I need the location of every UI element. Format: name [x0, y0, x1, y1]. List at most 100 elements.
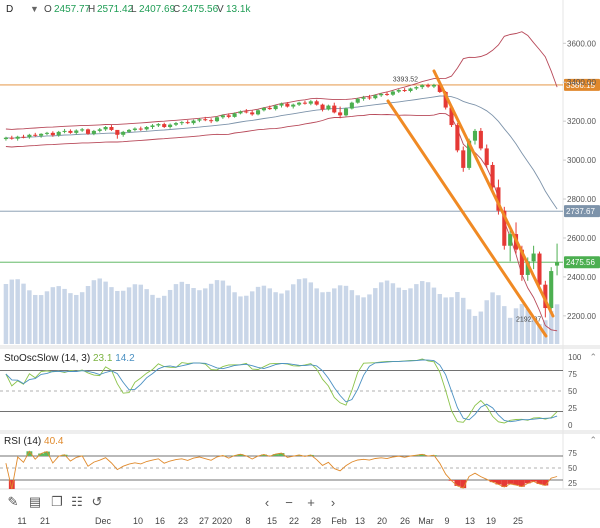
volume-bar [490, 292, 495, 344]
open-value: 2457.77 [54, 4, 91, 15]
candle-body [15, 136, 20, 139]
candle-body [156, 124, 161, 126]
channel-lower-line [386, 99, 548, 338]
candle-body [402, 90, 407, 92]
volume-bar [33, 294, 38, 344]
time-axis: 11 21 Dec 10 16 23 27 2020 8 15 22 28 Feb 13 20 26 Mar 9 1… [0, 514, 600, 528]
reset-icon[interactable]: ↺ [91, 494, 103, 509]
stoch-legend[interactable]: StoOscSlow (14, 3) 23.1 14.2 [4, 353, 135, 364]
volume-label: V [217, 4, 224, 15]
chevron-up-icon[interactable]: ⌃ [589, 352, 597, 362]
time-axis-label: 8 [245, 516, 251, 526]
candle-body [361, 97, 366, 99]
volume-bar [244, 295, 249, 344]
candle-body [549, 271, 554, 309]
stoch-tick-label: 0 [568, 421, 573, 430]
volume-bar [56, 286, 61, 344]
volume-bar [314, 288, 319, 344]
time-axis-label: 27 [198, 516, 210, 526]
candle-body [138, 128, 143, 130]
open-label: O [44, 4, 52, 15]
volume-bar [74, 294, 79, 344]
volume-bar [543, 320, 548, 344]
candle-body [39, 133, 44, 136]
bollinger-bands [5, 31, 558, 332]
candle-body [9, 137, 14, 139]
time-axis-label: 22 [288, 516, 300, 526]
volume-bar [513, 308, 519, 344]
candle-body [220, 115, 225, 118]
volume-bar [120, 290, 126, 344]
volume-bar [68, 293, 73, 344]
volume-bar [502, 306, 507, 344]
price-tick-label: 3000.00 [567, 156, 596, 165]
candle-body [103, 127, 108, 130]
volume-bar [15, 279, 20, 344]
trend-channel[interactable] [386, 69, 555, 338]
candle-body [472, 130, 478, 141]
volume-bar [337, 285, 343, 344]
zoom-out-button[interactable]: − [285, 494, 293, 510]
candle-body [478, 130, 483, 149]
horizontal-levels[interactable]: 3386.15 2737.67 2475.56 [0, 78, 600, 269]
volume-bar [302, 278, 308, 344]
volume-bar [425, 282, 431, 344]
rsi-legend[interactable]: RSI (14) 40.4 [4, 436, 63, 447]
scroll-right-button[interactable]: › [330, 494, 336, 510]
candle-body [168, 124, 173, 128]
stochastic-panel: 100 75 50 25 0 [0, 353, 582, 430]
volume-bar [343, 285, 349, 344]
volume-bar [290, 284, 296, 344]
candle-body [144, 127, 149, 130]
volume-bar [214, 280, 220, 344]
ohlc-header: D ▼ O 2457.77 H 2571.42 L 2407.69 C 2475… [0, 0, 600, 18]
volume-bars [3, 278, 560, 344]
candle-body [191, 120, 196, 124]
settings-sliders-icon[interactable]: ☷ [71, 494, 83, 509]
volume-bar [132, 284, 138, 344]
page-icon[interactable]: ▤ [28, 494, 42, 509]
candle-body [97, 129, 102, 131]
candle-body [525, 261, 530, 275]
chevron-down-icon[interactable]: ▼ [30, 4, 39, 14]
candle-body [343, 108, 349, 116]
bollinger-middle [5, 95, 558, 210]
rsi-title: RSI (14) [4, 436, 42, 447]
candle-body [543, 284, 548, 309]
time-axis-label: 11 [17, 516, 27, 526]
draw-pencil-icon[interactable]: ✎ [7, 494, 19, 509]
stoch-title: StoOscSlow (14, 3) [4, 353, 91, 364]
volume-bar [144, 289, 149, 344]
volume-bar [419, 281, 425, 344]
time-axis-label: 25 [512, 516, 524, 526]
volume-bar [548, 310, 554, 344]
time-axis-label: 10 [132, 516, 144, 526]
close-value: 2475.56 [182, 4, 219, 15]
zoom-in-button[interactable]: + [307, 494, 315, 510]
rsi-tick-label: 50 [568, 464, 577, 473]
volume-bar [537, 323, 542, 344]
chevron-up-icon[interactable]: ⌃ [589, 435, 597, 445]
scroll-left-button[interactable]: ‹ [264, 494, 270, 510]
high-value: 2571.42 [97, 4, 134, 15]
candle-body [390, 91, 395, 95]
candle-body [496, 187, 501, 211]
volume-bar [308, 282, 314, 344]
volume-bar [156, 297, 161, 344]
symbol-label[interactable]: D [6, 4, 14, 15]
volume-bar [138, 284, 144, 344]
volume-bar [273, 292, 278, 344]
rsi-line [5, 450, 558, 490]
volume-bar [197, 290, 202, 344]
time-axis-label: 16 [154, 516, 166, 526]
volume-bar [115, 290, 120, 344]
candle-body [396, 90, 401, 92]
candle-body [261, 107, 266, 111]
candle-body [490, 164, 495, 188]
price-tick-label: 2200.00 [567, 312, 596, 321]
price-tick-label: 2400.00 [567, 273, 596, 282]
layers-icon[interactable]: ❐ [51, 494, 63, 509]
candle-body [3, 137, 8, 140]
candle-body [109, 127, 114, 130]
